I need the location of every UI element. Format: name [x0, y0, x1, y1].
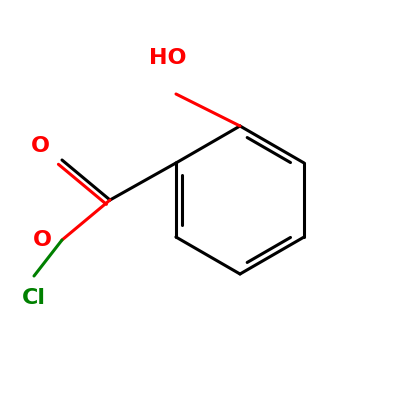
Text: O: O [32, 230, 52, 250]
Text: HO: HO [149, 48, 187, 68]
Text: Cl: Cl [22, 288, 46, 308]
Text: O: O [30, 136, 50, 156]
